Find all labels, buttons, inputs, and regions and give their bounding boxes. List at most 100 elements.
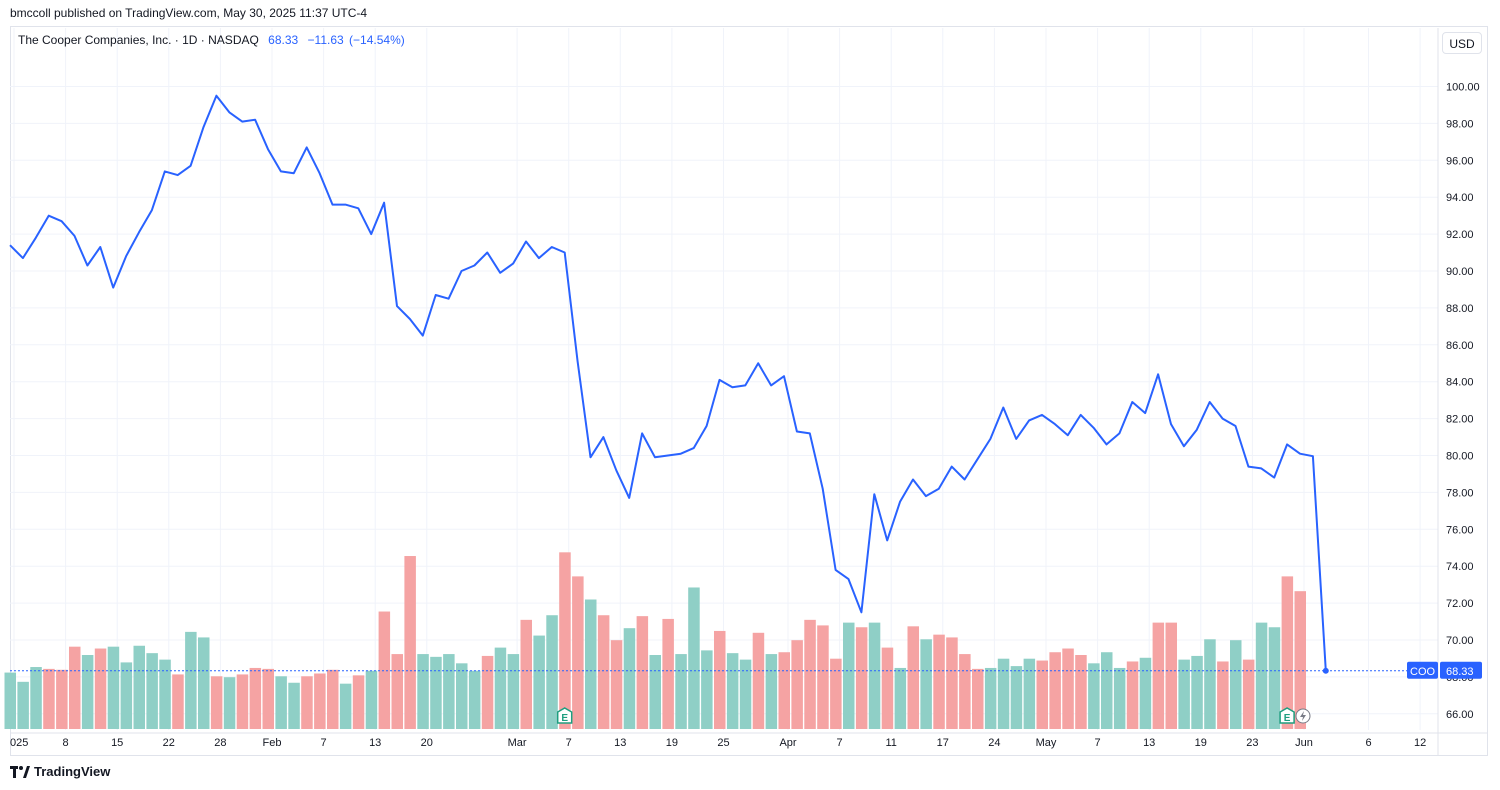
x-tick-label: 17 bbox=[937, 737, 949, 749]
volume-bar bbox=[159, 659, 171, 729]
y-tick-label: 76.00 bbox=[1446, 524, 1474, 536]
volume-bar bbox=[198, 637, 210, 729]
volume-bar bbox=[585, 599, 597, 729]
volume-bar bbox=[391, 654, 403, 729]
y-tick-label: 96.00 bbox=[1446, 155, 1474, 167]
x-tick-label: 8 bbox=[63, 737, 69, 749]
y-tick-label: 66.00 bbox=[1446, 709, 1474, 721]
volume-bar bbox=[249, 667, 262, 729]
volume-bar bbox=[107, 646, 120, 729]
volume-bar bbox=[481, 655, 494, 729]
volume-bar bbox=[972, 668, 984, 729]
x-tick-label: Apr bbox=[779, 737, 796, 749]
x-tick-label: 22 bbox=[163, 737, 175, 749]
volume-bar bbox=[597, 615, 610, 729]
volume-bar bbox=[430, 656, 442, 729]
volume-bar bbox=[907, 626, 919, 729]
volume-bar bbox=[456, 663, 468, 729]
volume-bar bbox=[855, 627, 868, 729]
x-tick-label: 15 bbox=[111, 737, 123, 749]
volume-bar bbox=[533, 635, 545, 729]
x-tick-label: 12 bbox=[1414, 737, 1426, 749]
volume-bar bbox=[120, 662, 133, 729]
x-tick-label: May bbox=[1036, 737, 1057, 749]
volume-bar bbox=[804, 619, 816, 729]
x-tick-label: 19 bbox=[666, 737, 678, 749]
volume-bar bbox=[443, 654, 455, 729]
x-tick-label: 7 bbox=[321, 737, 327, 749]
volume-bar bbox=[752, 632, 765, 729]
y-tick-label: 88.00 bbox=[1446, 303, 1474, 315]
x-tick-label: 6 bbox=[1365, 737, 1371, 749]
x-tick-label: 20 bbox=[421, 737, 433, 749]
publisher-line: bmccoll published on TradingView.com, Ma… bbox=[10, 6, 368, 20]
legend-separator: · bbox=[174, 33, 179, 47]
volume-bar bbox=[1294, 591, 1306, 729]
volume-bars bbox=[4, 552, 1306, 729]
volume-bar bbox=[1268, 627, 1281, 729]
price-tag-value-bg bbox=[1440, 661, 1482, 679]
x-tick-label: 13 bbox=[369, 737, 381, 749]
tradingview-logo[interactable]: TradingView bbox=[10, 764, 110, 779]
volume-bar bbox=[778, 652, 790, 729]
volume-bar bbox=[830, 658, 842, 729]
volume-bar bbox=[352, 675, 365, 729]
volume-bar bbox=[275, 676, 287, 729]
volume-bar bbox=[984, 667, 997, 729]
volume-bar bbox=[868, 622, 881, 729]
x-axis[interactable]: 025 8 15 22 28 Feb 7 13 20 Mar 7 13 19 25 Apr 7 11 17 24 Ma… bbox=[10, 737, 1426, 749]
y-tick-label: 90.00 bbox=[1446, 266, 1474, 278]
currency-button[interactable]: USD bbox=[1442, 32, 1482, 54]
volume-bar bbox=[1075, 655, 1087, 729]
volume-bar bbox=[185, 631, 197, 729]
volume-bar bbox=[959, 654, 971, 729]
volume-bar bbox=[1036, 660, 1048, 729]
volume-bar bbox=[1204, 639, 1216, 729]
last-price-dot bbox=[1322, 667, 1329, 674]
volume-bar bbox=[4, 672, 16, 729]
y-tick-label: 94.00 bbox=[1446, 192, 1474, 204]
price-change-value: −11.63 bbox=[307, 33, 344, 47]
volume-bar bbox=[1242, 659, 1255, 729]
lightning-icon bbox=[1300, 711, 1306, 721]
y-tick-label: 80.00 bbox=[1446, 451, 1474, 463]
x-tick-label: 13 bbox=[1143, 737, 1155, 749]
volume-bar bbox=[507, 654, 520, 729]
volume-bar bbox=[765, 654, 778, 729]
x-tick-label: Jun bbox=[1295, 737, 1313, 749]
y-axis[interactable]: 66.0068.0070.0072.0074.0076.0078.0080.00… bbox=[1446, 82, 1480, 721]
volume-bar bbox=[1191, 655, 1203, 729]
volume-bar bbox=[94, 648, 107, 729]
volume-bar bbox=[1178, 659, 1190, 729]
volume-bar bbox=[739, 659, 752, 729]
volume-bar bbox=[714, 630, 726, 729]
volume-bar bbox=[933, 634, 945, 729]
y-tick-label: 74.00 bbox=[1446, 561, 1474, 573]
volume-bar bbox=[210, 676, 223, 729]
x-tick-label: 23 bbox=[1246, 737, 1258, 749]
volume-bar bbox=[881, 647, 894, 729]
x-tick-label: Mar bbox=[508, 737, 527, 749]
volume-bar bbox=[404, 556, 416, 729]
x-tick-label: Feb bbox=[263, 737, 282, 749]
volume-bar bbox=[468, 670, 481, 729]
volume-bar bbox=[946, 637, 958, 729]
price-tag-symbol-bg bbox=[1407, 661, 1438, 679]
volume-bar bbox=[327, 669, 339, 729]
symbol-legend[interactable]: The Cooper Companies, Inc. · 1D · NASDAQ… bbox=[18, 33, 405, 47]
x-tick-label: 025 bbox=[10, 737, 28, 749]
volume-bar bbox=[1165, 622, 1177, 729]
volume-bar bbox=[610, 640, 623, 729]
x-tick-label: 13 bbox=[614, 737, 626, 749]
volume-bar bbox=[56, 669, 68, 729]
legend-separator: · bbox=[200, 33, 205, 47]
volume-bar bbox=[1049, 652, 1061, 729]
x-tick-label: 11 bbox=[885, 737, 896, 749]
volume-bar bbox=[17, 681, 29, 729]
x-tick-label: 7 bbox=[566, 737, 572, 749]
volume-bar bbox=[649, 655, 661, 729]
volume-bar bbox=[30, 667, 42, 729]
volume-bar bbox=[791, 640, 803, 729]
